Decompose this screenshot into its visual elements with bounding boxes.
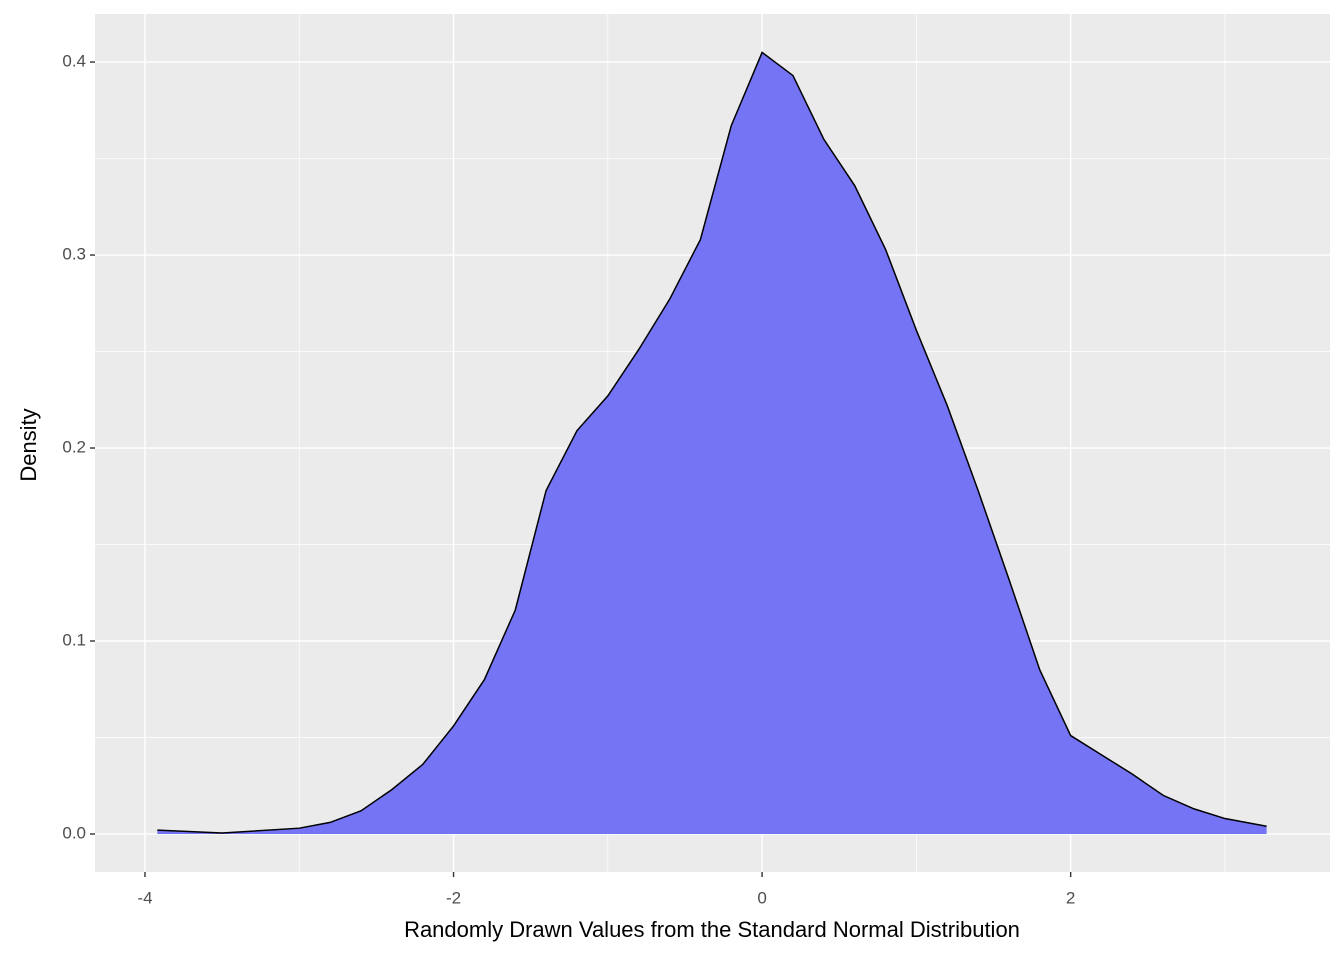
x-tick-label: 2	[1066, 888, 1075, 907]
marks	[157, 51, 1267, 834]
y-tick-label: 0.2	[62, 438, 86, 457]
y-tick-label: 0.3	[62, 245, 86, 264]
y-axis-title: Density	[16, 408, 41, 481]
labels: 0.0 0.1 0.2 0.3 0.4 -4 -2 0 2	[62, 52, 1075, 908]
y-tick-label: 0.1	[62, 630, 86, 649]
y-tick-label: 0.4	[62, 52, 86, 71]
x-tick-label: -2	[446, 888, 461, 907]
x-tick-label: -4	[137, 888, 152, 907]
density-line	[157, 51, 1267, 834]
x-tick-label: 0	[757, 888, 766, 907]
x-axis-title: Randomly Drawn Values from the Standard …	[404, 917, 1020, 942]
area-fill	[157, 52, 1267, 834]
y-tick-label: 0.0	[62, 823, 86, 842]
